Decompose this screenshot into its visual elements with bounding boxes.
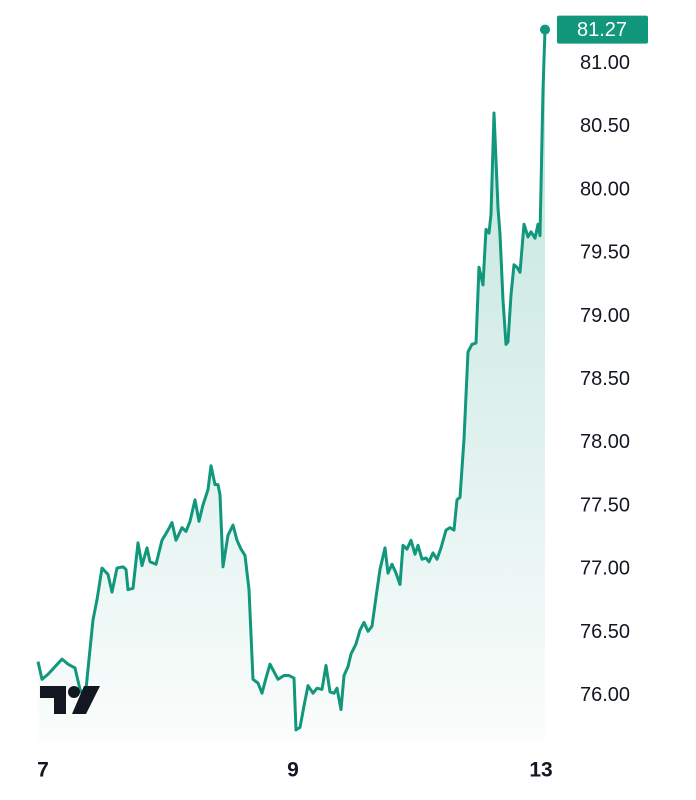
last-point [540,24,550,35]
logo-shape [40,686,66,714]
y-tick-label: 80.00 [580,178,630,200]
x-tick-label: 9 [287,759,299,782]
y-tick-label: 79.00 [580,305,630,327]
y-tick-label: 77.00 [580,558,630,580]
x-tick-label: 13 [529,759,552,782]
line [36,29,547,732]
area [38,29,545,740]
y-tick-label: 78.00 [580,431,630,453]
y-tick-label: 78.50 [580,368,630,390]
last-value-label: 81.27 [577,19,627,41]
y-tick-label: 77.50 [580,494,630,516]
y-tick-label: 76.00 [580,684,630,706]
y-tick-label: 80.50 [580,115,630,137]
logo-shape [72,686,100,714]
y-tick-label: 76.50 [580,621,630,643]
x-tick-label: 7 [37,759,49,782]
y-tick-label: 81.00 [580,52,630,74]
logo [40,686,100,714]
y-tick-label: 79.50 [580,242,630,264]
logo-shape [68,686,80,698]
last-value-badge [557,15,648,44]
